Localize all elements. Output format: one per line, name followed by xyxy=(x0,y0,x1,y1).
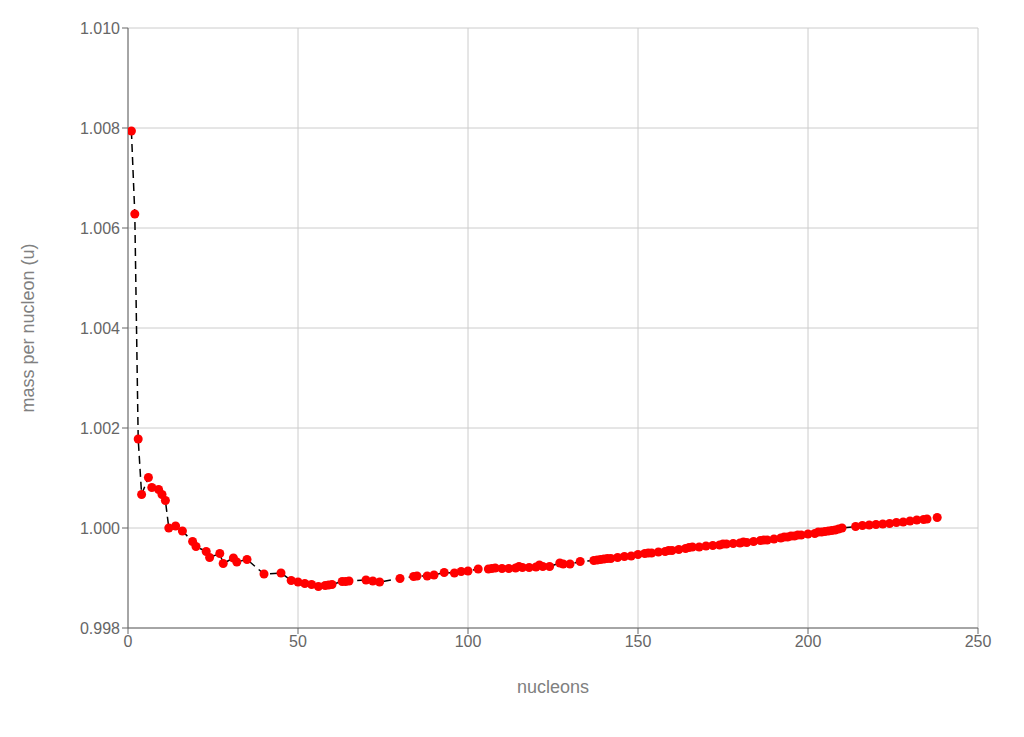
svg-text:200: 200 xyxy=(795,633,822,650)
svg-text:1.000: 1.000 xyxy=(80,520,120,537)
svg-text:nucleons: nucleons xyxy=(517,677,589,697)
svg-text:100: 100 xyxy=(455,633,482,650)
svg-text:1.008: 1.008 xyxy=(80,120,120,137)
svg-text:1.006: 1.006 xyxy=(80,220,120,237)
svg-text:1.002: 1.002 xyxy=(80,420,120,437)
svg-text:mass per nucleon (u): mass per nucleon (u) xyxy=(18,243,38,412)
svg-text:150: 150 xyxy=(625,633,652,650)
svg-text:0: 0 xyxy=(124,633,133,650)
svg-text:1.004: 1.004 xyxy=(80,320,120,337)
svg-text:0.998: 0.998 xyxy=(80,620,120,637)
svg-text:250: 250 xyxy=(965,633,992,650)
svg-text:50: 50 xyxy=(289,633,307,650)
svg-text:1.010: 1.010 xyxy=(80,20,120,37)
